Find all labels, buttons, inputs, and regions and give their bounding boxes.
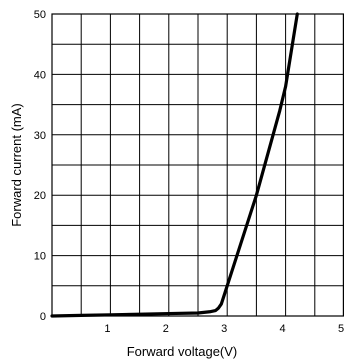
- x-tick-label: 2: [163, 323, 169, 335]
- x-tick-label: 5: [338, 323, 344, 335]
- series-curve-layer: [50, 12, 299, 318]
- y-tick-label: 20: [34, 190, 46, 202]
- x-tick-labels: 1 2 3 4 5: [104, 323, 344, 335]
- y-tick-label: 50: [34, 9, 46, 21]
- x-axis-label: Forward voltage(V): [127, 344, 238, 359]
- x-tick-label: 3: [221, 323, 227, 335]
- grid: [52, 14, 344, 316]
- series-line: [50, 12, 299, 318]
- x-tick-label: 1: [104, 323, 110, 335]
- y-tick-label: 30: [34, 130, 46, 142]
- plot-frame: [51, 13, 344, 317]
- y-axis-label: Forward current (mA): [9, 103, 24, 227]
- y-tick-labels: 0 10 20 30 40 50: [34, 9, 46, 323]
- x-tick-label: 4: [280, 323, 286, 335]
- y-tick-label: 40: [34, 69, 46, 81]
- y-tick-label: 10: [34, 251, 46, 263]
- y-tick-label: 0: [40, 311, 46, 323]
